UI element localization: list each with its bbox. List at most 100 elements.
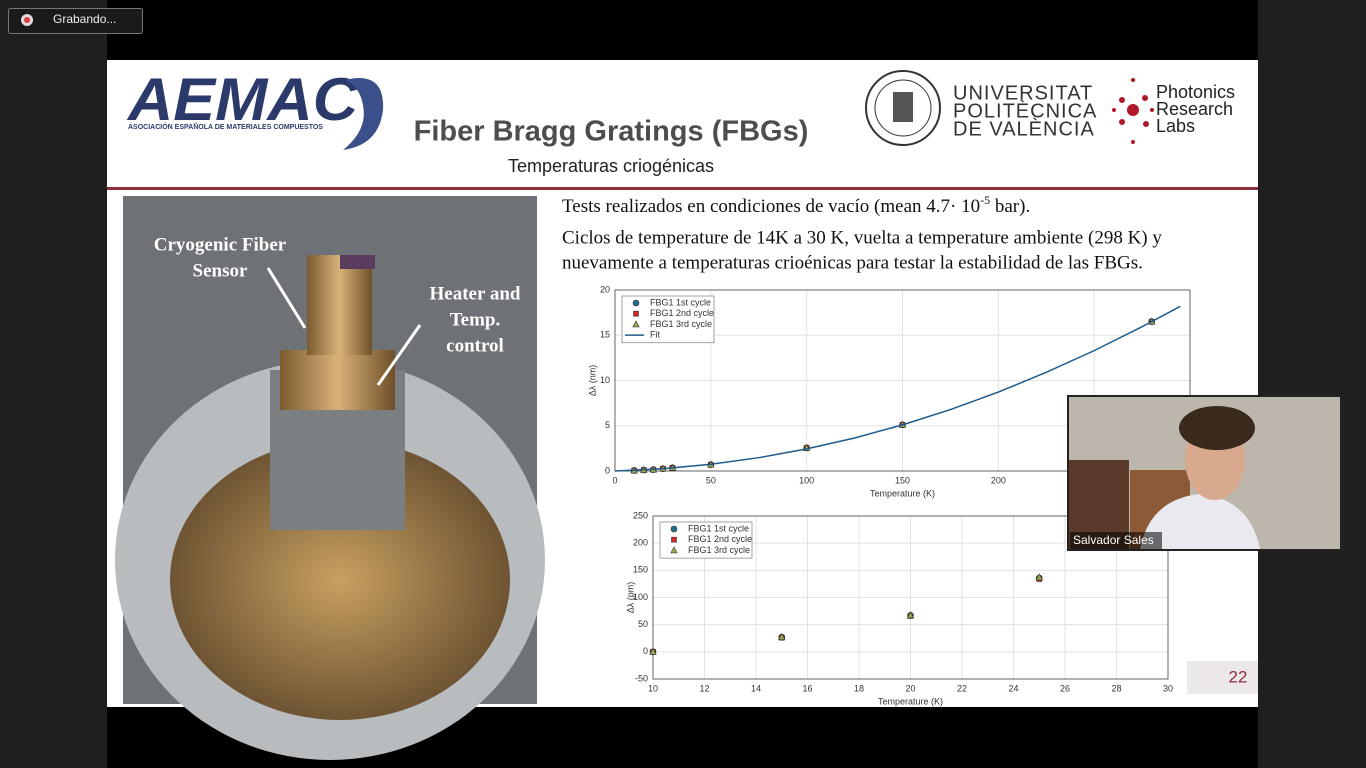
y-tick-label: 200 [633, 538, 648, 548]
x-tick-label: 150 [895, 475, 910, 485]
legend-swatch [632, 299, 640, 307]
data-point [1035, 573, 1043, 581]
y-tick-label: 250 [633, 510, 648, 520]
y-tick-label: 15 [600, 330, 610, 340]
photo-fbg [340, 255, 375, 269]
x-tick-label: 26 [1060, 683, 1070, 693]
prl-dot [1142, 95, 1148, 101]
y-tick-label: 150 [633, 565, 648, 575]
prl-line: Research [1156, 99, 1233, 119]
legend-label: FBG1 2nd cycle [688, 534, 752, 544]
y-tick-label: 10 [600, 375, 610, 385]
fit-line [614, 305, 1181, 472]
logo-subtitle: ASOCIACIÓN ESPAÑOLA DE MATERIALES COMPUE… [128, 122, 323, 131]
x-tick-label: 20 [905, 683, 915, 693]
y-tick-label: 50 [638, 619, 648, 629]
x-tick-label: 24 [1008, 683, 1018, 693]
photo-label: Cryogenic Fiber [154, 234, 287, 255]
x-tick-label: 14 [751, 683, 761, 693]
x-tick-label: 28 [1111, 683, 1121, 693]
photo-label: Sensor [193, 260, 248, 281]
photo-arrow [376, 324, 422, 386]
y-tick-label: 20 [600, 284, 610, 294]
x-tick-label: 18 [854, 683, 864, 693]
plot-frame [652, 515, 1169, 680]
prl-line: Labs [1156, 116, 1195, 136]
video-hair [1179, 406, 1255, 450]
prl-dot [1112, 108, 1116, 112]
photo-block [280, 350, 395, 410]
photo-label: Heater and [430, 283, 521, 304]
photo-floor [170, 440, 510, 720]
legend-swatch [632, 320, 640, 328]
superscript: -5 [980, 193, 990, 207]
photo-arrow [266, 267, 307, 329]
text-part: Tests realizados en condiciones de vacío… [562, 196, 980, 217]
logo-swirl [343, 78, 384, 150]
prl-dot [1150, 108, 1154, 112]
legend-label: FBG1 2nd cycle [650, 308, 714, 318]
charts: 05010015020025030005101520Temperature (K… [587, 284, 1197, 706]
text-part: bar). [990, 196, 1030, 217]
x-tick-label: 200 [991, 475, 1006, 485]
left-panel [0, 0, 107, 768]
right-panel [1258, 0, 1366, 768]
y-axis-label: Δλ (nm) [587, 365, 597, 397]
prl-dot [1131, 78, 1135, 82]
video-tile[interactable]: Salvador Sales [1067, 395, 1342, 551]
legend-swatch [671, 536, 677, 543]
data-point [649, 647, 657, 655]
legend-swatch [670, 525, 678, 533]
y-tick-label: 5 [605, 420, 610, 430]
legend-swatch [633, 310, 639, 317]
header-rule [107, 187, 1258, 190]
prl-line: Photonics [1156, 82, 1235, 102]
x-tick-label: 30 [1163, 683, 1173, 693]
prl-dot [1131, 140, 1135, 144]
slide-subtitle: Temperaturas criogénicas [508, 156, 714, 176]
page-number: 22 [1229, 667, 1248, 686]
y-tick-label: -50 [635, 673, 648, 683]
slide-title: Fiber Bragg Gratings (FBGs) [414, 116, 809, 148]
data-point [778, 633, 786, 640]
upv-seal-inner [874, 79, 932, 137]
legend-label: Fit [650, 329, 660, 339]
photo-label: control [446, 335, 504, 356]
recording-label: Grabando... [53, 12, 116, 26]
upv-line: POLITÈCNICA [953, 99, 1097, 122]
plot-frame [614, 289, 1191, 472]
x-axis-label: Temperature (K) [878, 696, 943, 706]
prl-icon [1112, 78, 1154, 144]
upv-line: DE VALÈNCIA [953, 117, 1095, 140]
body-text: nuevamente a temperaturas crioénicas par… [562, 252, 1143, 273]
y-axis-label: Δλ (pm) [625, 582, 635, 614]
video-shirt [1140, 494, 1260, 549]
legend-label: FBG1 1st cycle [688, 523, 749, 533]
body-text: Ciclos de temperature de 14K a 30 K, vue… [562, 227, 1162, 248]
y-tick-label: 0 [643, 646, 648, 656]
x-tick-label: 12 [699, 683, 709, 693]
upv-shield [893, 92, 913, 122]
page-number-box [1187, 661, 1258, 694]
logo-aemac: AEMAC [126, 66, 360, 133]
upv-line: UNIVERSITAT [953, 82, 1093, 104]
legend-swatch [670, 546, 678, 554]
prl-dot [1119, 97, 1125, 103]
legend-label: FBG1 3rd cycle [650, 319, 712, 329]
body-text: Tests realizados en condiciones de vacío… [562, 193, 1030, 218]
x-tick-label: 100 [799, 475, 814, 485]
data-point [906, 611, 915, 619]
photo-label: Temp. [450, 309, 501, 330]
x-tick-label: 50 [706, 475, 716, 485]
prl-dot [1127, 104, 1139, 116]
recording-badge[interactable]: Grabando... [8, 8, 143, 34]
prl-dot [1143, 121, 1149, 127]
x-tick-label: 10 [648, 683, 658, 693]
legend-label: FBG1 1st cycle [650, 297, 711, 307]
y-tick-label: 100 [633, 592, 648, 602]
name-tag [1070, 532, 1162, 549]
x-axis-label: Temperature (K) [870, 488, 935, 498]
